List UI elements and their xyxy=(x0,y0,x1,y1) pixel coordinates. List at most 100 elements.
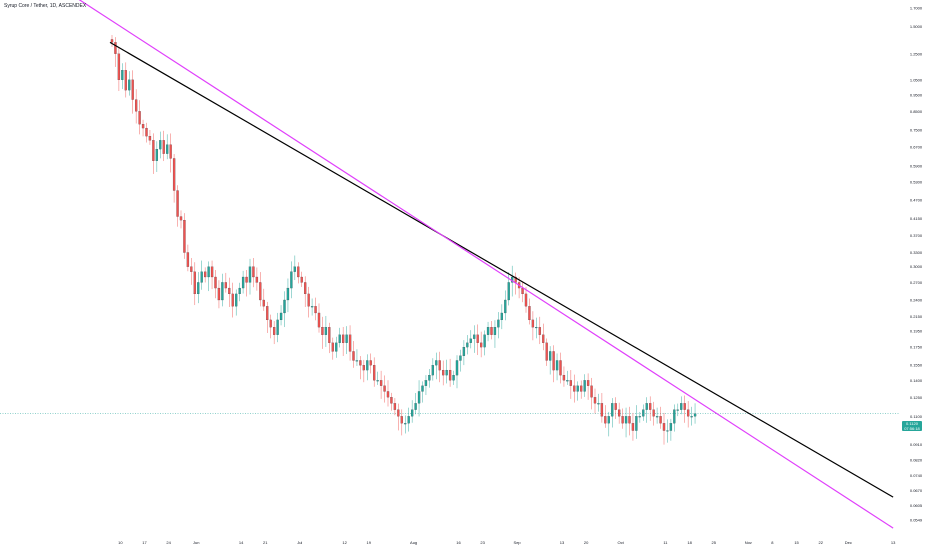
candle-body xyxy=(283,299,286,314)
y-tick-label: 0.2150 xyxy=(910,314,923,319)
x-tick-label: Aug xyxy=(410,540,417,545)
y-tick-label: 0.6700 xyxy=(910,144,923,149)
y-tick-label: 0.1400 xyxy=(910,378,923,383)
trendline xyxy=(109,41,894,498)
x-tick-label: Jul xyxy=(297,540,302,545)
y-tick-label: 0.4150 xyxy=(910,216,923,221)
candle-body xyxy=(317,312,321,328)
candle-body xyxy=(245,276,248,283)
candle-body xyxy=(559,360,562,376)
x-tick-label: 18 xyxy=(687,540,692,545)
y-tick-label: 0.1550 xyxy=(910,363,923,368)
candle-body xyxy=(649,403,652,410)
candle-body xyxy=(628,416,631,424)
candle-body xyxy=(438,360,441,371)
candle-body xyxy=(466,342,469,348)
candle-body xyxy=(545,342,548,361)
x-tick-label: 23 xyxy=(480,540,485,545)
candle-body xyxy=(235,293,238,307)
candle-body xyxy=(611,403,614,417)
candle-body xyxy=(373,365,376,381)
x-tick-label: 13 xyxy=(560,540,565,545)
y-tick-label: 1.2500 xyxy=(910,51,923,56)
candle-body xyxy=(200,271,203,283)
candle-body xyxy=(141,124,145,129)
candle-body xyxy=(683,403,686,410)
candle-body xyxy=(300,276,303,283)
candle-body xyxy=(504,299,507,314)
x-tick-label: 15 xyxy=(794,540,799,545)
candle-body xyxy=(411,409,414,417)
candle-body xyxy=(455,360,459,376)
candle-body xyxy=(262,299,265,307)
candle-body xyxy=(645,403,648,410)
candle-body xyxy=(345,334,348,343)
candle-body xyxy=(573,385,576,392)
candle-body xyxy=(276,319,279,335)
candle-body xyxy=(162,140,165,154)
candle-body xyxy=(638,416,641,418)
candle-body xyxy=(486,327,490,335)
candle-body xyxy=(269,319,272,328)
last-price-value: 0.1120 xyxy=(906,421,918,426)
x-tick-label: 17 xyxy=(142,540,147,545)
candle-body xyxy=(507,282,510,301)
y-tick-label: 0.3300 xyxy=(910,250,923,255)
candle-body xyxy=(435,360,438,366)
candle-body xyxy=(459,355,462,361)
candle-body xyxy=(500,312,503,321)
candle-body xyxy=(538,327,541,335)
candle-body xyxy=(400,416,403,424)
candle-body xyxy=(469,338,472,343)
candle-body xyxy=(214,276,217,289)
candle-body xyxy=(221,282,224,301)
candle-body xyxy=(359,360,362,366)
candle-body xyxy=(207,266,210,278)
candle-body xyxy=(128,79,131,91)
candle-body xyxy=(635,416,638,431)
candle-body xyxy=(338,334,341,343)
candle-body xyxy=(555,360,559,371)
x-axis: 10 17 24 Jun 14 21 Jul 12 19 Aug 16 23 Sep 13 20 Oct 11 1… xyxy=(118,540,896,545)
candle-body xyxy=(366,360,369,371)
x-tick-label: 8 xyxy=(771,540,774,545)
candle-body xyxy=(535,327,538,329)
candle-body xyxy=(259,282,262,301)
candle-body xyxy=(197,282,200,295)
candle-body xyxy=(590,385,593,398)
candle-body xyxy=(169,144,172,159)
candle-body xyxy=(124,70,127,91)
candle-body xyxy=(680,403,683,410)
candle-body xyxy=(617,409,621,417)
y-tick-label: 0.0910 xyxy=(910,442,923,447)
candle-body xyxy=(155,149,159,161)
candle-body xyxy=(138,111,141,125)
candle-body xyxy=(121,70,124,80)
candle-body xyxy=(110,39,114,43)
candle-body xyxy=(655,416,659,418)
candle-body xyxy=(604,416,607,424)
y-axis: 1.7000 1.5000 1.2500 1.0500 0.9500 0.8500 0.75… xyxy=(910,6,923,523)
candle-body xyxy=(621,416,624,424)
candle-body xyxy=(597,403,600,405)
candle-body xyxy=(179,216,183,221)
chart-title: Syrup Core / Tether, 1D, ASCENDEX xyxy=(4,3,87,9)
candle-body xyxy=(193,271,196,295)
x-tick-label: 12 xyxy=(342,540,347,545)
x-tick-label: 25 xyxy=(712,540,717,545)
y-tick-label: 1.7000 xyxy=(910,6,923,11)
candle-body xyxy=(135,99,138,112)
candle-body xyxy=(483,334,486,348)
candle-body xyxy=(190,266,193,272)
candle-body xyxy=(307,293,310,307)
x-tick-label: 21 xyxy=(263,540,268,545)
candle-body xyxy=(148,136,152,141)
candle-body xyxy=(224,282,228,289)
candle-body xyxy=(569,380,572,386)
candle-body xyxy=(686,409,690,417)
candle-body xyxy=(383,385,386,392)
candle-body xyxy=(666,430,669,432)
y-tick-label: 0.2400 xyxy=(910,297,923,302)
last-price-time: 07:56:18 xyxy=(904,426,920,431)
